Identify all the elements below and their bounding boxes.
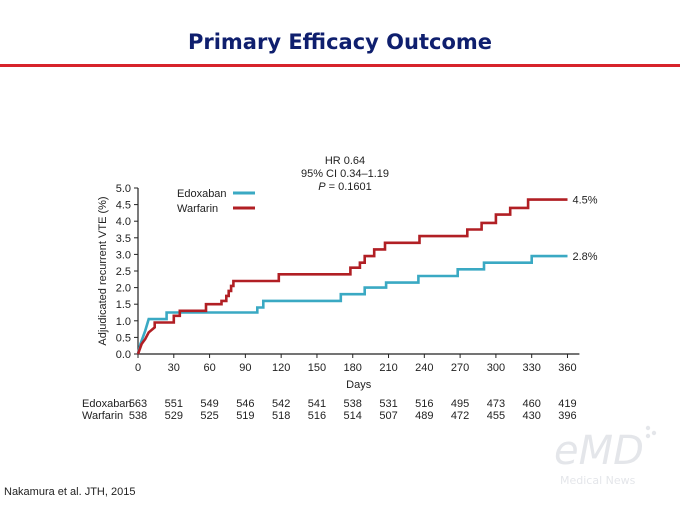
series-line-edoxaban <box>136 254 568 355</box>
hr-annotation: HR 0.64 <box>325 155 365 167</box>
x-tick-label: 90 <box>239 362 251 374</box>
x-tick-label: 330 <box>523 362 541 374</box>
p-value: = 0.1601 <box>326 181 372 193</box>
x-tick-label: 180 <box>344 362 362 374</box>
x-tick-label: 60 <box>203 362 215 374</box>
at-risk-row-label: Warfarin <box>82 410 123 422</box>
at-risk-value: 542 <box>272 398 290 410</box>
x-tick-label: 150 <box>308 362 326 374</box>
y-tick-label: 3.0 <box>116 249 131 261</box>
at-risk-value: 518 <box>272 410 290 422</box>
x-tick-label: 210 <box>379 362 397 374</box>
at-risk-value: 460 <box>523 398 541 410</box>
x-tick-label: 120 <box>272 362 290 374</box>
at-risk-value: 546 <box>236 398 254 410</box>
y-axis-title: Adjudicated recurrent VTE (%) <box>97 196 109 345</box>
citation: Nakamura et al. JTH, 2015 <box>4 486 136 498</box>
end-label-edoxaban: 2.8% <box>572 251 597 263</box>
watermark-label: Medical News <box>560 474 636 487</box>
at-risk-value: 473 <box>487 398 505 410</box>
at-risk-value: 531 <box>379 398 397 410</box>
p-value-annotation: P = 0.1601 <box>318 181 372 193</box>
svg-text:eMD: eMD <box>554 428 644 474</box>
x-tick-label: 270 <box>451 362 469 374</box>
p-symbol: P <box>318 181 326 193</box>
y-tick-label: 2.0 <box>116 283 131 295</box>
at-risk-value: 514 <box>344 410 362 422</box>
at-risk-value: 549 <box>200 398 218 410</box>
at-risk-value: 455 <box>487 410 505 422</box>
end-label-warfarin: 4.5% <box>572 195 597 207</box>
at-risk-value: 495 <box>451 398 469 410</box>
at-risk-row-label: Edoxaban <box>82 398 132 410</box>
y-tick-label: 0.5 <box>116 332 131 344</box>
at-risk-value: 472 <box>451 410 469 422</box>
x-tick-label: 300 <box>487 362 505 374</box>
y-tick-label: 5.0 <box>116 183 131 195</box>
at-risk-value: 396 <box>558 410 576 422</box>
y-tick-label: 1.0 <box>116 316 131 328</box>
at-risk-value: 538 <box>344 398 362 410</box>
emd-logo-watermark: eMD Medical News <box>554 425 657 487</box>
slide-title: Primary Efficacy Outcome <box>187 30 493 54</box>
x-tick-label: 30 <box>168 362 180 374</box>
at-risk-value: 541 <box>308 398 326 410</box>
y-tick-label: 0.0 <box>116 349 131 361</box>
at-risk-value: 516 <box>415 398 433 410</box>
legend-label-edoxaban: Edoxaban <box>177 188 227 200</box>
series-line-warfarin <box>136 198 568 355</box>
x-axis-title: Days <box>346 379 372 391</box>
y-tick-label: 4.0 <box>116 216 131 228</box>
at-risk-value: 525 <box>200 410 218 422</box>
ci-annotation: 95% CI 0.34–1.19 <box>301 168 389 180</box>
at-risk-value: 563 <box>129 398 147 410</box>
title-divider <box>0 64 680 67</box>
y-tick-label: 2.5 <box>116 266 131 278</box>
x-tick-label: 0 <box>135 362 141 374</box>
at-risk-value: 519 <box>236 410 254 422</box>
y-tick-label: 4.5 <box>116 200 131 212</box>
at-risk-value: 430 <box>523 410 541 422</box>
x-tick-label: 360 <box>558 362 576 374</box>
at-risk-value: 419 <box>558 398 576 410</box>
at-risk-value: 489 <box>415 410 433 422</box>
at-risk-value: 538 <box>129 410 147 422</box>
y-tick-label: 3.5 <box>116 233 131 245</box>
at-risk-value: 507 <box>379 410 397 422</box>
x-tick-label: 240 <box>415 362 433 374</box>
at-risk-value: 516 <box>308 410 326 422</box>
at-risk-value: 551 <box>165 398 183 410</box>
y-tick-label: 1.5 <box>116 299 131 311</box>
legend-label-warfarin: Warfarin <box>177 203 218 215</box>
at-risk-value: 529 <box>165 410 183 422</box>
